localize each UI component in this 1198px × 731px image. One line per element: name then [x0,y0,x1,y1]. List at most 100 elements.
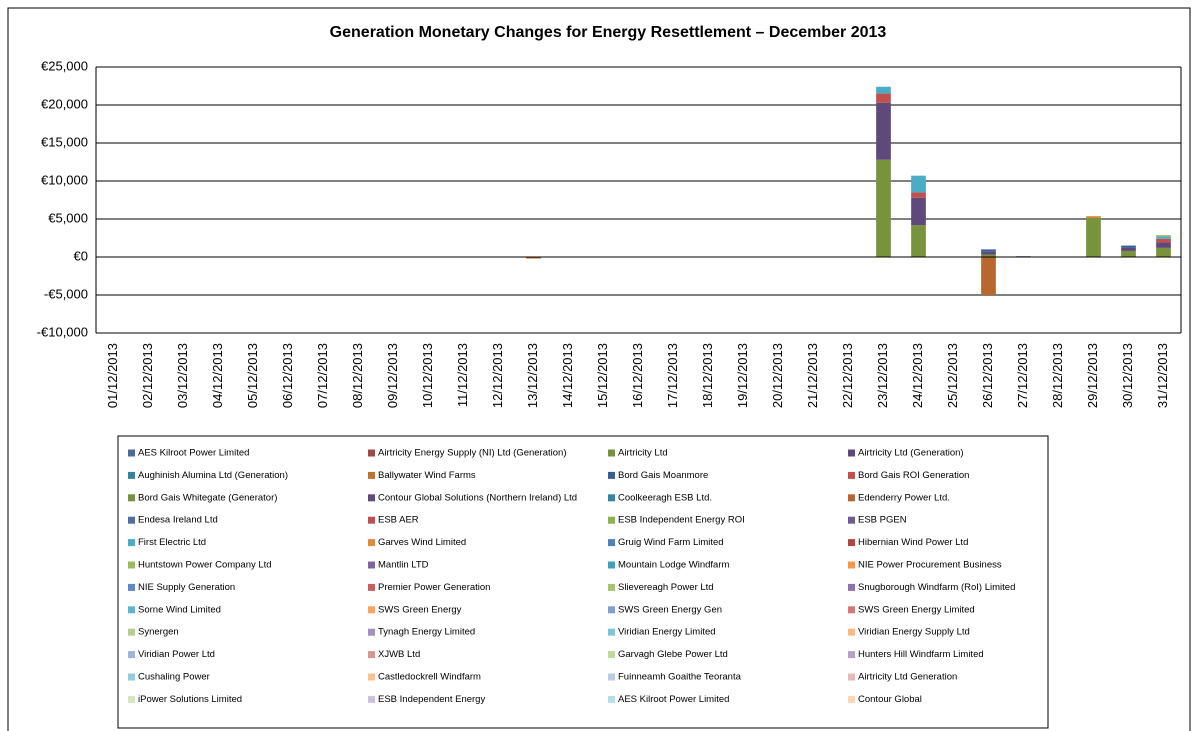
x-tick-label: 01/12/2013 [105,343,120,408]
x-tick-label: 06/12/2013 [280,343,295,408]
legend-label: AES Kilroot Power Limited [138,448,249,459]
x-tick-label: 12/12/2013 [490,343,505,408]
x-tick-label: 22/12/2013 [840,343,855,408]
y-tick-label: €10,000 [41,172,88,187]
legend-swatch [128,695,135,703]
legend-swatch [608,471,615,479]
legend-swatch [368,673,375,681]
legend-swatch [368,539,375,547]
x-tick-label: 03/12/2013 [175,343,190,408]
legend-swatch [848,449,855,457]
legend-label: Cushaling Power [138,672,210,683]
x-tick-label: 24/12/2013 [910,343,925,408]
legend-swatch [848,606,855,614]
legend-label: Fuinneamh Goaithe Teoranta [618,672,742,683]
legend-label: Synergen [138,627,179,638]
bar-segment [1156,238,1171,243]
bar-segment [911,175,926,193]
x-tick-label: 16/12/2013 [630,343,645,408]
x-tick-label: 09/12/2013 [385,343,400,408]
legend-label: XJWB Ltd [378,649,420,660]
legend-label: Huntstown Power Company Ltd [138,560,272,571]
legend-label: Bord Gais Moanmore [618,470,708,481]
x-tick-label: 10/12/2013 [420,343,435,408]
legend-swatch [848,561,855,569]
legend-label: Viridian Energy Supply Ltd [858,627,970,638]
y-tick-label: €0 [74,248,88,263]
legend-label: iPower Solutions Limited [138,694,242,705]
bar-segment [981,251,996,255]
bar-segment [1156,247,1171,257]
x-tick-label: 13/12/2013 [525,343,540,408]
x-tick-label: 26/12/2013 [980,343,995,408]
legend-label: Mantlin LTD [378,560,429,571]
bar-segment [981,257,996,295]
x-tick-label: 21/12/2013 [805,343,820,408]
bar-segment [981,249,996,252]
legend-swatch [608,673,615,681]
x-tick-label: 19/12/2013 [735,343,750,408]
legend-label: SWS Green Energy Limited [858,604,975,615]
bar-segment [1156,234,1171,237]
bar-segment [1121,250,1136,257]
legend-swatch [128,651,135,659]
legend-label: Airtricity Ltd Generation [858,672,957,683]
y-tick-label: -€10,000 [37,324,88,339]
x-tick-label: 04/12/2013 [210,343,225,408]
y-tick-label: €15,000 [41,134,88,149]
bar-segment [911,225,926,257]
legend-label: Garvagh Glebe Power Ltd [618,649,728,660]
legend-swatch [608,628,615,636]
bar-segment [526,257,541,259]
x-tick-label: 02/12/2013 [140,343,155,408]
legend-label: Airtricity Energy Supply (NI) Ltd (Gener… [378,448,566,459]
legend-label: Aughinish Alumina Ltd (Generation) [138,470,288,481]
x-tick-label: 20/12/2013 [770,343,785,408]
x-tick-label: 05/12/2013 [245,343,260,408]
bar-segment [876,102,891,160]
x-tick-label: 17/12/2013 [665,343,680,408]
legend-label: Ballywater Wind Farms [378,470,476,481]
legend-swatch [128,449,135,457]
x-tick-label: 08/12/2013 [350,343,365,408]
bar-segment [876,159,891,257]
x-tick-label: 18/12/2013 [700,343,715,408]
legend-swatch [608,561,615,569]
legend-label: Gruig Wind Farm Limited [618,537,724,548]
x-tick-label: 30/12/2013 [1120,343,1135,408]
legend-swatch [368,695,375,703]
legend-label: Hunters Hill Windfarm Limited [858,649,984,660]
legend-swatch [128,471,135,479]
bar-segment [876,86,891,94]
bar-segment [1121,245,1136,248]
bar-segment [1121,247,1136,251]
legend-swatch [848,673,855,681]
legend-swatch [128,583,135,591]
x-tick-label: 25/12/2013 [945,343,960,408]
bar-segment [911,197,926,226]
legend-label: Coolkeeragh ESB Ltd. [618,492,712,503]
legend-swatch [368,628,375,636]
legend-swatch [848,695,855,703]
legend-label: Premier Power Generation [378,582,490,593]
legend-swatch [608,539,615,547]
legend-swatch [128,516,135,524]
legend-label: ESB AER [378,515,419,526]
legend-label: Castledockrell Windfarm [378,672,481,683]
legend-label: Slievereagh Power Ltd [618,582,714,593]
legend-swatch [128,673,135,681]
legend-swatch [368,449,375,457]
x-tick-label: 14/12/2013 [560,343,575,408]
x-tick-label: 27/12/2013 [1015,343,1030,408]
bar-segment [1156,236,1171,239]
legend-label: Mountain Lodge Windfarm [618,560,730,571]
chart-title: Generation Monetary Changes for Energy R… [330,24,887,41]
legend-swatch [608,449,615,457]
x-tick-label: 31/12/2013 [1155,343,1170,408]
legend-label: Contour Global [858,694,922,705]
x-tick-label: 29/12/2013 [1085,343,1100,408]
legend-swatch [848,516,855,524]
x-tick-label: 11/12/2013 [455,343,470,407]
y-tick-label: €25,000 [41,58,88,73]
